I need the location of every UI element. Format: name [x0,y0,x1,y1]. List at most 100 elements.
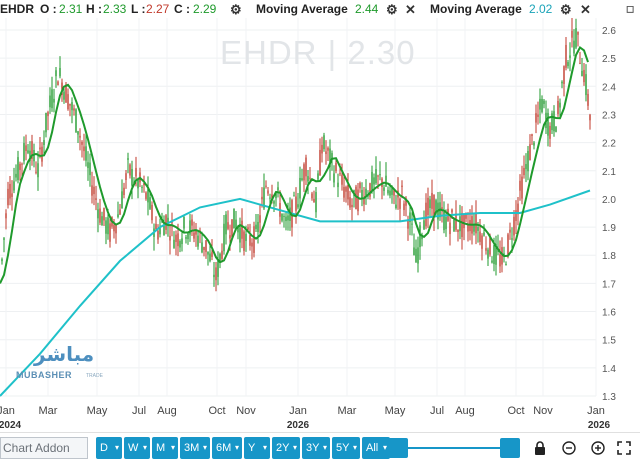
range-handle-start[interactable] [388,438,408,458]
candle-body [457,229,459,232]
candle-body [479,231,481,242]
candle-body [421,234,423,240]
x-axis-ticks: Jan Mar May Jul Aug Oct Nov Jan Mar May Jul Aug Oct N… [0,405,611,431]
candle-body [281,214,283,221]
y-tick-label: 1.5 [602,336,616,347]
timeframe-button-m[interactable]: M ▾ [152,437,178,459]
candle-body [513,216,515,236]
zoom-in-icon[interactable] [588,438,608,458]
candle-body [403,203,405,211]
candle-body [503,253,505,256]
timeframe-button-all[interactable]: All ▾ [362,437,390,459]
gear-icon[interactable]: ⚙ [386,2,398,17]
candle-body [425,202,427,227]
candle-body [393,189,395,196]
candle-body [529,144,531,161]
candle-body [321,144,323,154]
timeframe-button-d[interactable]: D ▾ [96,437,122,459]
candle-body [429,199,431,209]
candle-body [395,204,397,209]
timeframe-label: 3Y [306,442,320,454]
candle-body [59,67,61,77]
price-chart[interactable]: 2.6 2.5 2.4 2.3 2.2 2.1 2.0 1.9 1.8 1.7 1.6 1.5 1.4 1… [0,18,640,432]
timeframe-button-y[interactable]: Y ▾ [244,437,270,459]
candle-body [349,197,351,208]
candle-body [77,131,79,135]
candle-body [531,134,533,136]
moving-average-long-line [0,189,591,397]
candle-body [135,167,137,177]
candle-body [363,197,365,205]
candle-body [179,241,181,248]
timeframe-button-3y[interactable]: 3Y ▾ [302,437,330,459]
candle-body [191,219,193,226]
timeframe-button-2y[interactable]: 2Y ▾ [272,437,300,459]
chevron-down-icon: ▾ [262,443,267,452]
candle-body [495,244,497,265]
candle-body [11,193,13,197]
timeframe-button-6m[interactable]: 6M ▾ [212,437,242,459]
range-handle-end[interactable] [500,438,520,458]
logo-english-small: TRADE [86,373,103,379]
timeframe-label: 2Y [276,442,290,454]
candle-body [415,248,417,262]
candle-body [361,189,363,200]
candle-body [275,193,277,199]
close-label: C : [174,2,190,16]
chevron-down-icon: ▾ [202,443,207,452]
x-tick-label: Mar [39,405,58,417]
timeframe-button-w[interactable]: W ▾ [124,437,150,459]
chart-addon-input[interactable]: Chart Addon [0,437,88,459]
candle-body [459,216,461,232]
y-tick-label: 2.1 [602,167,616,178]
candle-body [159,226,161,235]
fullscreen-icon[interactable] [614,438,634,458]
candle-body [213,274,215,278]
x-tick-label: May [87,405,108,417]
candle-body [501,247,503,265]
open-value: 2.31 [59,2,83,16]
candle-body [441,207,443,210]
close-icon[interactable]: ✕ [405,2,416,17]
candle-body [331,153,333,161]
candle-body [325,151,327,155]
candle-body [3,238,5,240]
chevron-down-icon: ▾ [142,443,147,452]
candle-body [117,214,119,218]
candle-body [343,186,345,198]
range-slider[interactable] [388,437,520,459]
timeframe-button-3m[interactable]: 3M ▾ [180,437,210,459]
x-tick-label: Jul [430,405,444,417]
candle-body [373,177,375,185]
candle-body [95,198,97,200]
gear-icon[interactable]: ⚙ [230,2,242,17]
candle-body [9,183,11,199]
candle-body [389,190,391,196]
candle-body [217,259,219,277]
candle-body [113,224,115,232]
candle-body [27,150,29,153]
low-label: L : [131,2,146,16]
candle-body [319,149,321,176]
candle-body [387,189,389,194]
timeframe-label: 5Y [336,442,350,454]
candle-body [579,62,581,64]
candle-body [309,177,311,179]
chevron-down-icon: ▾ [234,443,239,452]
chevron-down-icon: ▾ [170,443,175,452]
gear-icon[interactable]: ⚙ [560,2,572,17]
candle-body [201,242,203,253]
zoom-out-icon[interactable] [559,438,579,458]
candle-body [177,233,179,247]
candle-body [435,200,437,215]
candle-body [405,198,407,206]
timeframe-button-5y[interactable]: 5Y ▾ [332,437,360,459]
candle-body [413,247,415,256]
y-tick-label: 2.4 [602,82,616,93]
candle-body [407,219,409,229]
close-icon[interactable]: ✕ [580,2,591,17]
lock-icon[interactable] [530,438,550,458]
candle-body [93,186,95,195]
candle-body [225,214,227,235]
legend-overflow-icon[interactable]: ◻ [626,4,635,15]
